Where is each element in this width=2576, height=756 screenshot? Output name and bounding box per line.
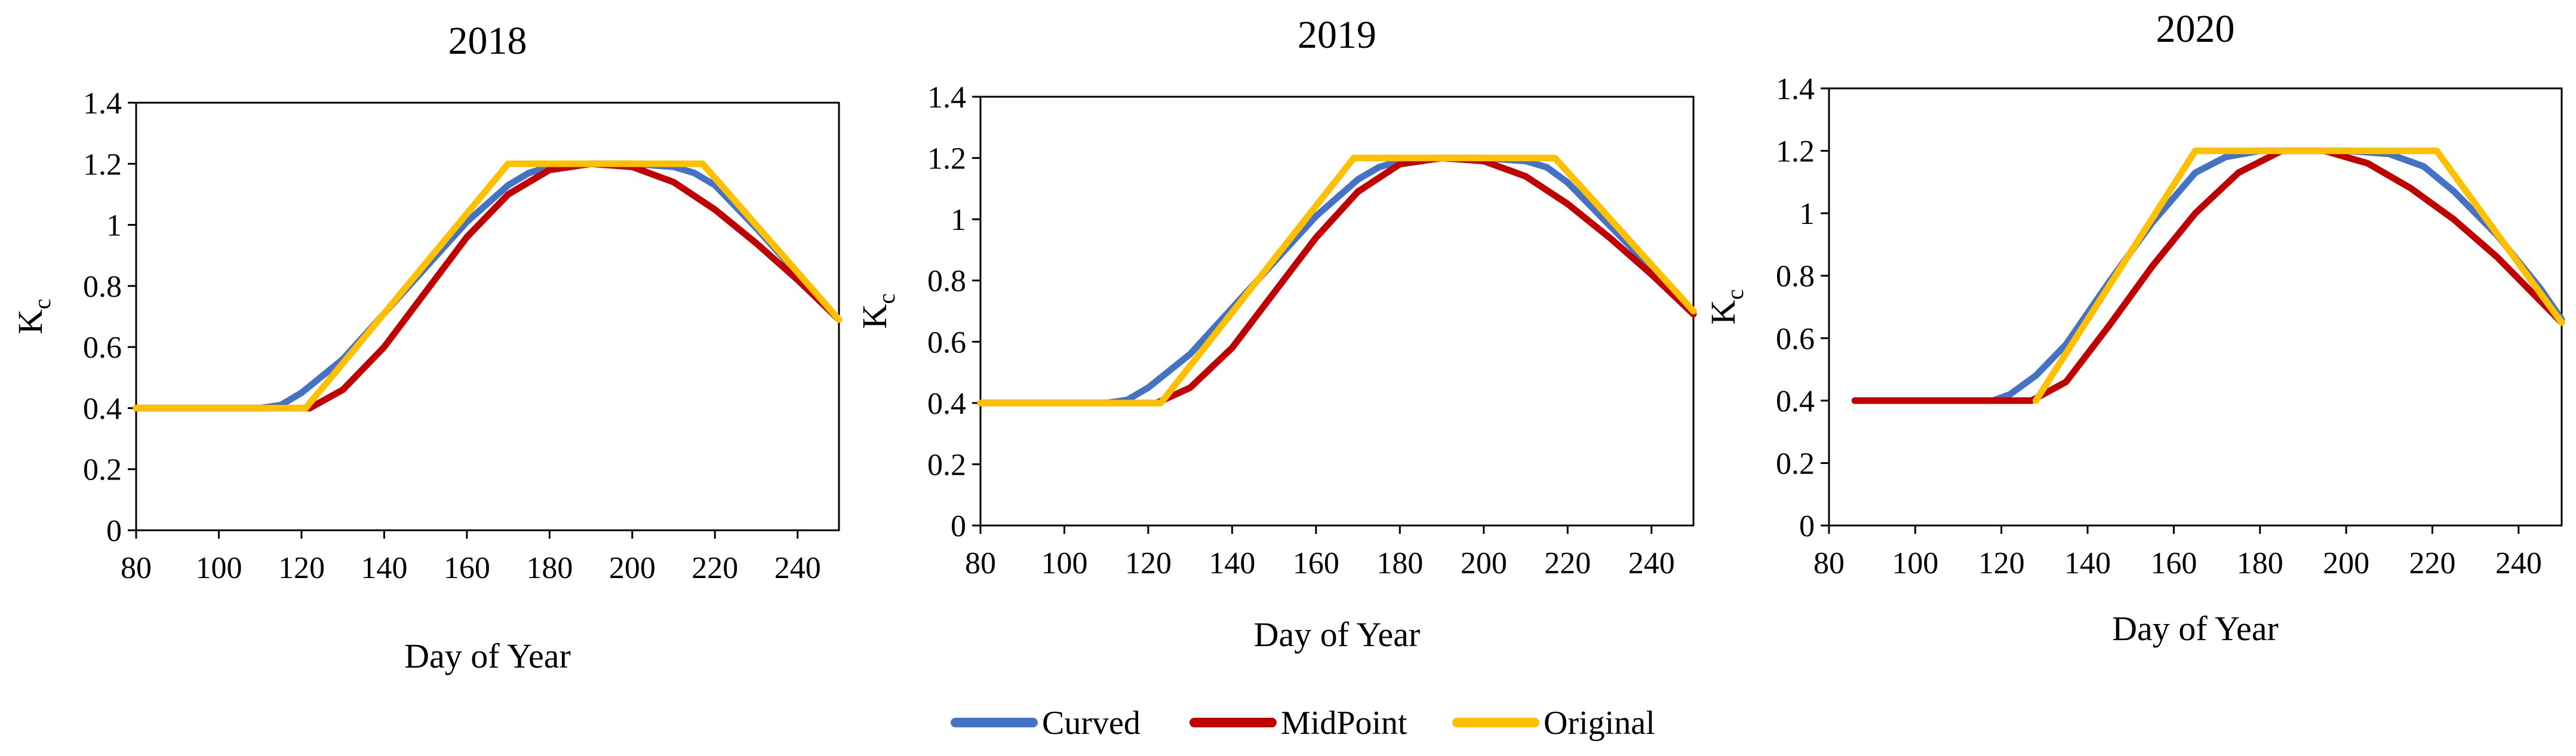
x-tick-label: 180 [1376, 546, 1423, 580]
y-tick-label: 0.4 [927, 387, 966, 421]
plot-area-frame [135, 102, 840, 531]
y-axis-label-subscript: c [29, 299, 56, 309]
series-line-original [977, 155, 1697, 407]
x-tick-label: 220 [691, 551, 738, 585]
x-tick-label: 180 [2237, 546, 2283, 580]
x-tick-label: 240 [2495, 546, 2542, 580]
x-tick-label: 220 [1544, 546, 1591, 580]
y-axis-label: Kc [1704, 289, 1748, 325]
y-tick-label: 0.4 [1776, 385, 1815, 419]
series-line-curved [133, 160, 843, 411]
y-tick-label: 1 [951, 203, 966, 237]
series-line-midpoint [977, 155, 1697, 407]
x-tick-label: 160 [444, 551, 490, 585]
y-tick-label: 0.8 [83, 270, 122, 304]
x-tick-label: 80 [1813, 546, 1845, 580]
x-tick-label: 120 [278, 551, 325, 585]
x-tick-label: 120 [1978, 546, 2025, 580]
x-tick-label: 140 [2064, 546, 2111, 580]
x-tick-label: 80 [965, 546, 996, 580]
y-tick-label: 0 [1799, 509, 1815, 543]
x-tick-label: 240 [1628, 546, 1675, 580]
x-tick-label: 180 [526, 551, 573, 585]
y-axis-label-main: K [11, 309, 50, 334]
chart-title: 2020 [2156, 7, 2235, 51]
y-tick-label: 0.6 [927, 325, 966, 359]
plot-area-frame [1828, 87, 2563, 527]
x-tick-label: 120 [1125, 546, 1172, 580]
chart-2018: 2018 0 0.2 0.4 0.6 0.8 1 1.2 1.4 80 100 120 140 160 18… [11, 19, 843, 675]
y-axis-label-main: K [1704, 300, 1742, 325]
y-tick-label: 1 [106, 209, 122, 243]
x-tick-label: 200 [1461, 546, 1507, 580]
x-tick-label: 100 [1892, 546, 1938, 580]
chart-title: 2019 [1298, 13, 1376, 57]
series-line-original [2032, 147, 2565, 404]
x-axis-label: Day of Year [404, 637, 571, 675]
x-tick-label: 200 [609, 551, 656, 585]
legend-label-curved: Curved [1042, 705, 1141, 742]
plot-area-frame [979, 96, 1695, 527]
chart-title: 2018 [448, 19, 527, 63]
y-tick-label: 1.4 [83, 87, 122, 121]
series-line-original [133, 160, 843, 411]
chart-2019: 2019 0 0.2 0.4 0.6 0.8 1 1.2 1.4 80 100 120 140 160 18… [855, 13, 1697, 654]
y-tick-label: 1.2 [1776, 135, 1815, 169]
y-tick-label: 0.2 [927, 448, 966, 482]
y-tick-label: 0.6 [1776, 322, 1815, 356]
x-tick-label: 100 [1041, 546, 1087, 580]
series-line-midpoint [1851, 147, 2565, 404]
x-tick-label: 200 [2323, 546, 2369, 580]
x-tick-label: 240 [774, 551, 821, 585]
x-axis-label: Day of Year [2112, 609, 2279, 648]
y-tick-label: 0.8 [927, 265, 966, 299]
y-tick-label: 1 [1799, 197, 1815, 231]
chart-2020: 2020 0 0.2 0.4 0.6 0.8 1 1.2 1.4 80 100 120 140 160 18… [1704, 7, 2565, 648]
y-tick-label: 0.2 [83, 453, 122, 487]
y-tick-label: 0 [106, 514, 122, 548]
y-tick-label: 0.6 [83, 331, 122, 365]
x-tick-label: 160 [1293, 546, 1339, 580]
y-tick-label: 0 [951, 509, 966, 543]
legend-label-midpoint: MidPoint [1281, 705, 1407, 742]
x-tick-label: 140 [1209, 546, 1255, 580]
x-tick-label: 80 [121, 551, 152, 585]
x-tick-label: 220 [2409, 546, 2455, 580]
y-tick-label: 1.2 [927, 142, 966, 176]
y-tick-label: 1.2 [83, 147, 122, 182]
y-axis-label: Kc [855, 293, 900, 329]
y-axis-label-subscript: c [873, 293, 900, 304]
y-tick-label: 1.4 [1776, 72, 1815, 106]
y-axis-label-subscript: c [1722, 289, 1748, 300]
y-tick-label: 0.4 [83, 392, 122, 426]
y-axis-label-main: K [855, 304, 894, 329]
x-axis-label: Day of Year [1254, 615, 1421, 654]
series-line-curved [1851, 147, 2565, 404]
legend: Curved MidPoint Original [951, 705, 1655, 742]
y-tick-label: 1.4 [927, 81, 966, 115]
y-axis-label: Kc [11, 299, 56, 334]
y-tick-label: 0.2 [1776, 447, 1815, 481]
series-line-curved [977, 155, 1697, 407]
x-tick-label: 160 [2150, 546, 2197, 580]
legend-label-original: Original [1544, 705, 1655, 742]
series-line-midpoint [133, 160, 843, 411]
x-tick-label: 100 [195, 551, 242, 585]
y-tick-label: 0.8 [1776, 260, 1815, 294]
x-tick-label: 140 [361, 551, 407, 585]
